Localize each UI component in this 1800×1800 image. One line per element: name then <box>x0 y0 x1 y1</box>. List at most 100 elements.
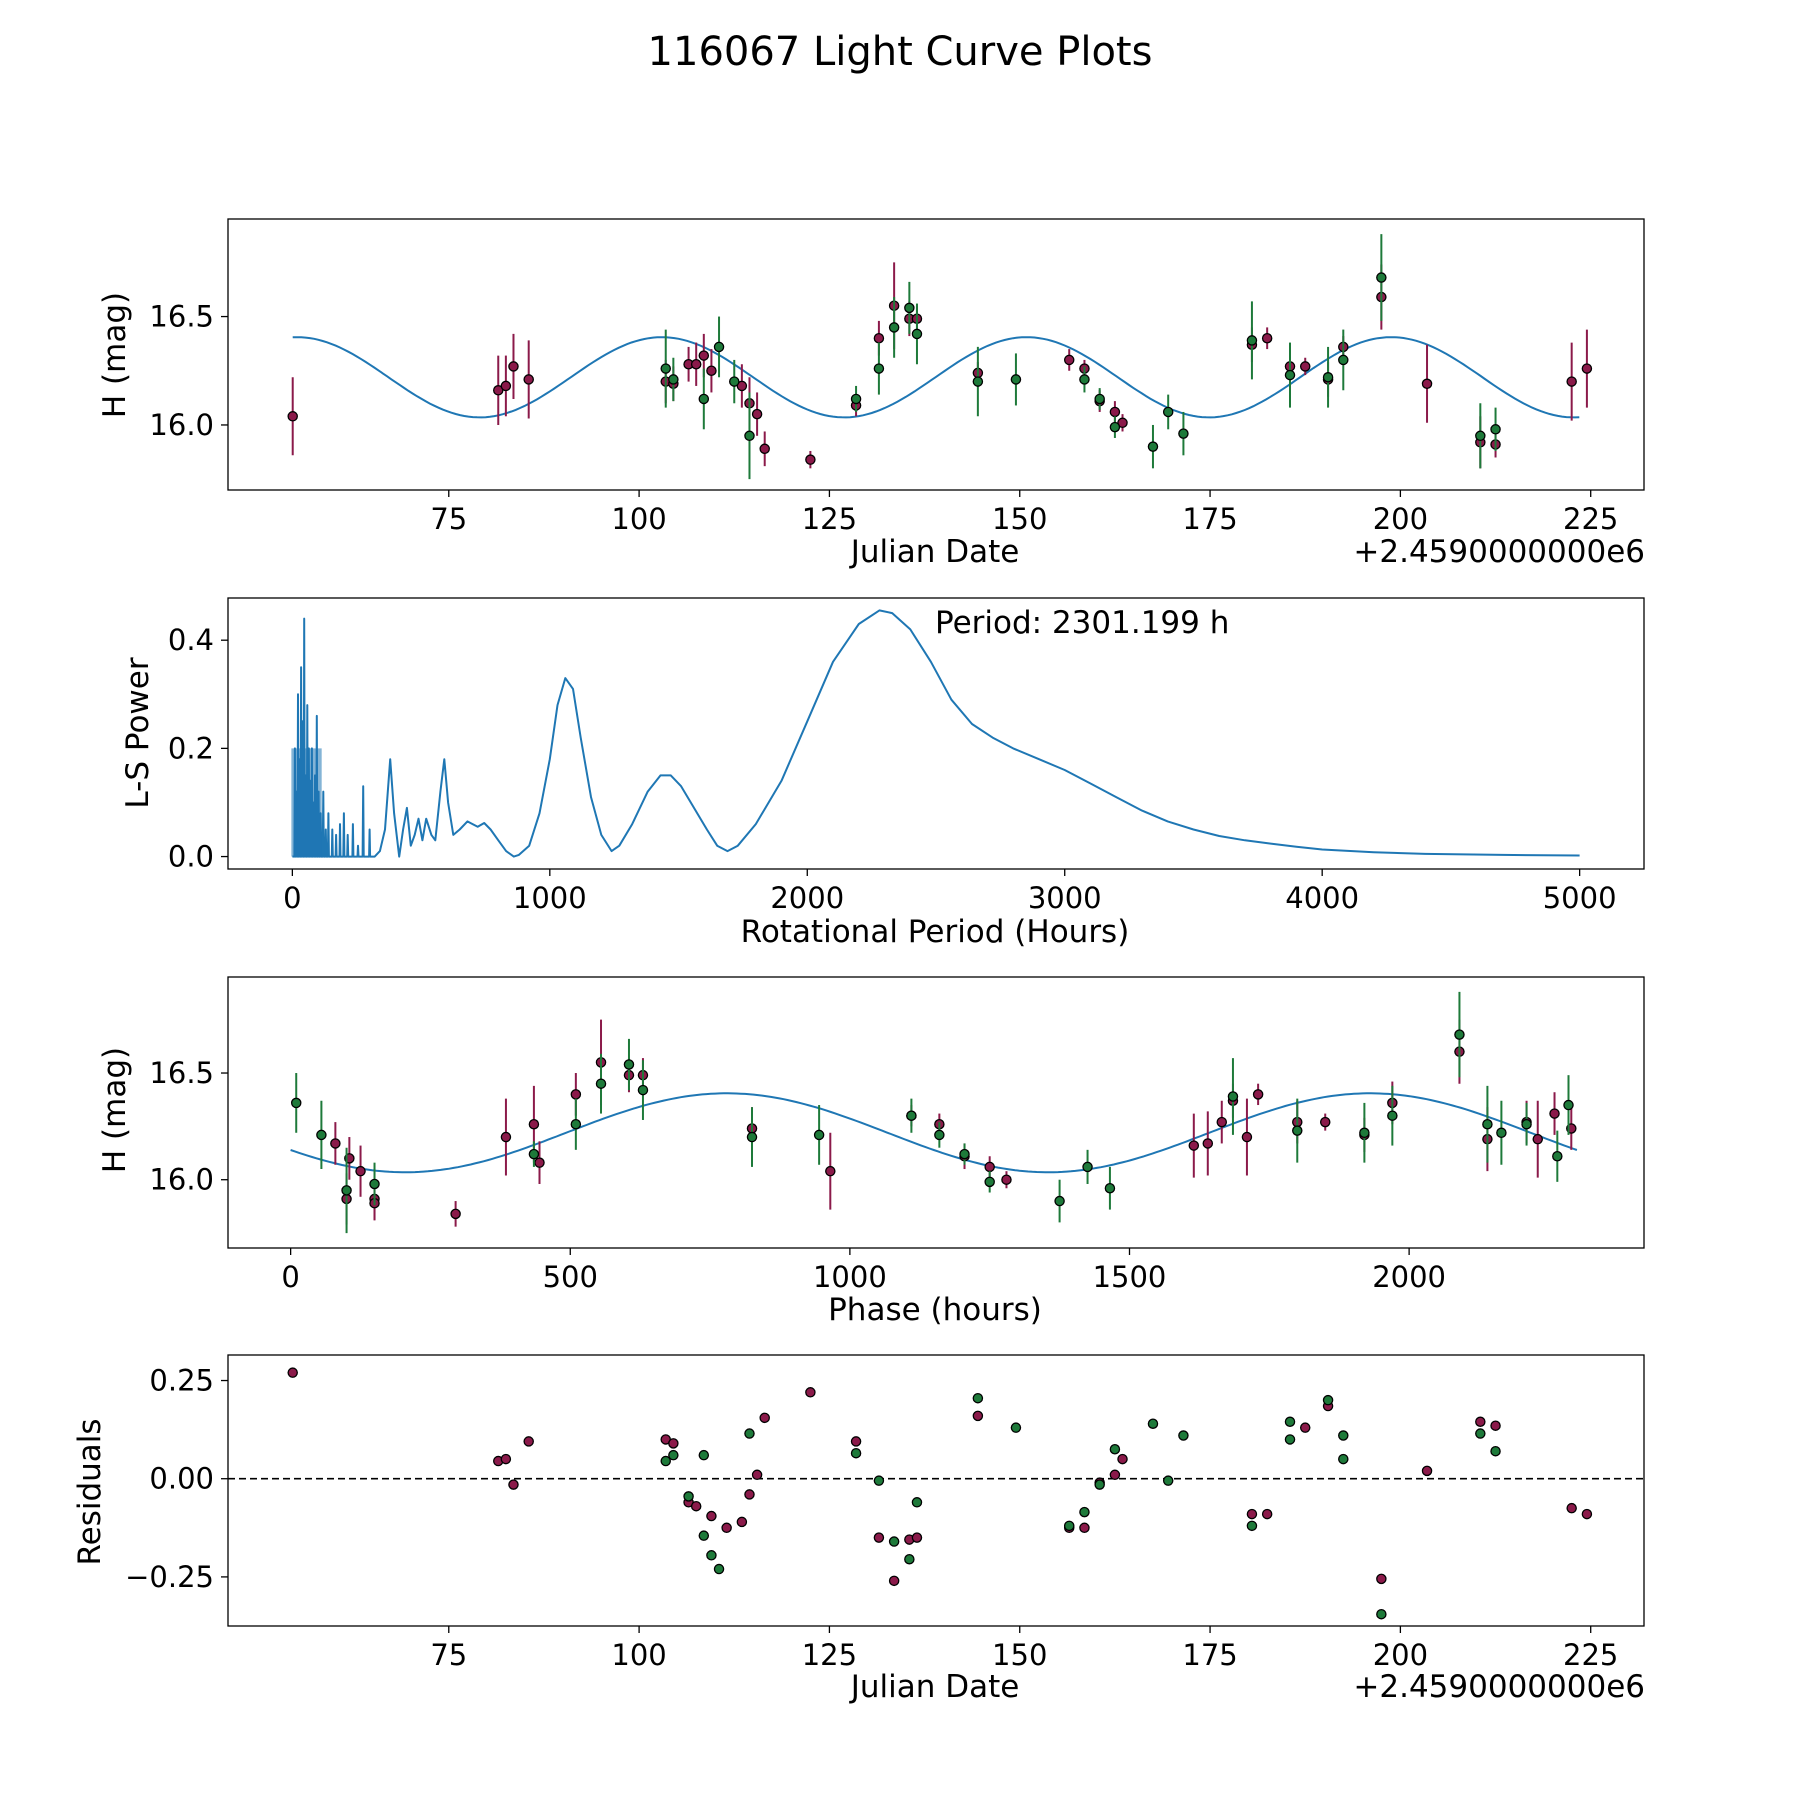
phased-data-point <box>746 1131 758 1143</box>
residuals-data-point <box>1117 1453 1128 1465</box>
residuals-data-point <box>523 1436 534 1447</box>
lightcurve-data-point <box>508 361 519 372</box>
phased-plot: 0 500 1000 1500 2000 16.0 16.5 <box>149 976 1645 1294</box>
residuals-data-point <box>508 1479 519 1490</box>
residuals-ytick-label: 0.00 <box>149 1462 214 1496</box>
periodogram-power-line <box>292 609 1580 858</box>
residuals-data-point <box>759 1412 770 1424</box>
lightcurve-data-point <box>873 332 885 344</box>
phased-data-point <box>1241 1131 1253 1143</box>
phased-data-point <box>1549 1108 1560 1119</box>
residuals-data-point <box>888 1536 900 1547</box>
lightcurve-data-point <box>287 411 298 422</box>
lightcurve-data-point <box>698 350 710 361</box>
lightcurve-data-point <box>1581 363 1593 374</box>
lightcurve-data-point <box>1109 406 1121 418</box>
phased-data-point <box>369 1178 380 1190</box>
phased-data-point <box>595 1078 607 1089</box>
phased-data-point <box>1387 1110 1398 1121</box>
lightcurve-data-point <box>1094 393 1105 405</box>
phased-data-point <box>1252 1089 1264 1100</box>
phased-data-point <box>534 1157 545 1168</box>
residuals-xtick-label: 75 <box>430 1638 467 1672</box>
residuals-xtick-label: 175 <box>1182 1638 1237 1672</box>
residuals-data-point <box>1490 1420 1501 1431</box>
lightcurve-data-point <box>972 376 984 387</box>
periodogram-xtick-label: 0 <box>283 881 301 915</box>
residuals-data-point <box>744 1428 755 1439</box>
lightcurve-ylabel: H (mag) <box>97 292 133 418</box>
residuals-data-point <box>1338 1430 1349 1441</box>
periodogram-marks <box>291 609 1580 858</box>
phased-data-point <box>1001 1174 1012 1185</box>
lightcurve-offset-label: +2.4590000000e6 <box>1353 534 1645 570</box>
residuals-data-point <box>683 1491 694 1502</box>
lightcurve-data-point <box>1566 376 1577 387</box>
residuals-data-point <box>873 1475 885 1486</box>
phased-data-point <box>528 1118 540 1130</box>
phased-xtick-label: 500 <box>543 1260 598 1294</box>
phased-data-point <box>1202 1138 1214 1149</box>
lightcurve-data-point <box>873 363 885 374</box>
periodogram-panel: L-S Power Rotational Period (Hours) Peri… <box>120 605 1229 950</box>
residuals-data-point <box>1475 1428 1486 1439</box>
residuals-data-point <box>721 1522 732 1534</box>
residuals-data-point <box>668 1438 679 1449</box>
phased-marks <box>290 991 1578 1234</box>
lightcurve-marks <box>287 234 1593 480</box>
lightcurve-data-point <box>690 359 702 370</box>
lightcurve-data-point <box>759 443 770 455</box>
phased-data-point <box>1482 1118 1493 1130</box>
lightcurve-plot: 75 100 125 150 175 200 225 16.0 16.5 <box>149 218 1645 536</box>
periodogram-plot: 0 1000 2000 3000 4000 5000 0.0 0.2 0.4 <box>168 597 1645 915</box>
residuals-data-point <box>1010 1422 1022 1433</box>
phased-data-point <box>813 1129 825 1141</box>
residuals-data-point <box>1284 1416 1296 1428</box>
residuals-data-point <box>690 1500 702 1512</box>
residuals-data-point <box>706 1550 717 1561</box>
residuals-data-point <box>1566 1502 1577 1514</box>
residuals-offset-label: +2.4590000000e6 <box>1353 1669 1645 1705</box>
lightcurve-data-point <box>1063 354 1075 366</box>
phased-data-point <box>1521 1118 1532 1130</box>
phased-data-point <box>1319 1116 1331 1128</box>
lightcurve-data-point <box>1109 421 1121 433</box>
residuals-data-point <box>1079 1522 1090 1534</box>
periodogram-xtick-label: 5000 <box>1543 881 1617 915</box>
periodogram-xtick-label: 2000 <box>770 881 844 915</box>
residuals-data-point <box>1109 1444 1121 1455</box>
lightcurve-data-point <box>1178 428 1189 439</box>
periodogram-xlabel: Rotational Period (Hours) <box>741 914 1130 950</box>
residuals-data-point <box>668 1449 679 1461</box>
phased-data-point <box>330 1138 341 1149</box>
lightcurve-data-point <box>668 374 679 385</box>
lightcurve-data-point <box>736 380 748 392</box>
phased-data-point <box>1292 1125 1303 1136</box>
phased-data-point <box>1454 1029 1465 1040</box>
periodogram-xtick-label: 1000 <box>513 881 587 915</box>
residuals-xtick-label: 200 <box>1373 1638 1428 1672</box>
residuals-data-point <box>713 1563 725 1575</box>
phased-data-point <box>825 1165 836 1177</box>
residuals-data-point <box>1322 1394 1334 1406</box>
residuals-xtick-label: 100 <box>611 1638 666 1672</box>
lightcurve-xtick-label: 200 <box>1373 502 1428 536</box>
phased-data-point <box>623 1059 635 1070</box>
residuals-ylabel: Residuals <box>72 1418 108 1565</box>
residuals-panel: Residuals Julian Date +2.4590000000e6 <box>72 1418 1645 1705</box>
periodogram-ytick-label: 0.2 <box>168 731 214 765</box>
phased-panel: H (mag) Phase (hours) <box>97 1047 1042 1328</box>
phased-ytick-label: 16.5 <box>149 1056 214 1090</box>
residuals-data-point <box>850 1436 862 1447</box>
lightcurve-xtick-label: 75 <box>430 502 467 536</box>
lightcurve-data-point <box>1162 406 1174 418</box>
lightcurve-xtick-label: 150 <box>992 502 1047 536</box>
phased-data-point <box>1552 1150 1563 1162</box>
lightcurve-ytick-label: 16.5 <box>149 300 214 334</box>
residuals-data-point <box>1109 1469 1121 1481</box>
residuals-data-point <box>850 1447 862 1459</box>
phased-data-point <box>637 1084 649 1096</box>
residuals-data-point <box>751 1469 763 1481</box>
